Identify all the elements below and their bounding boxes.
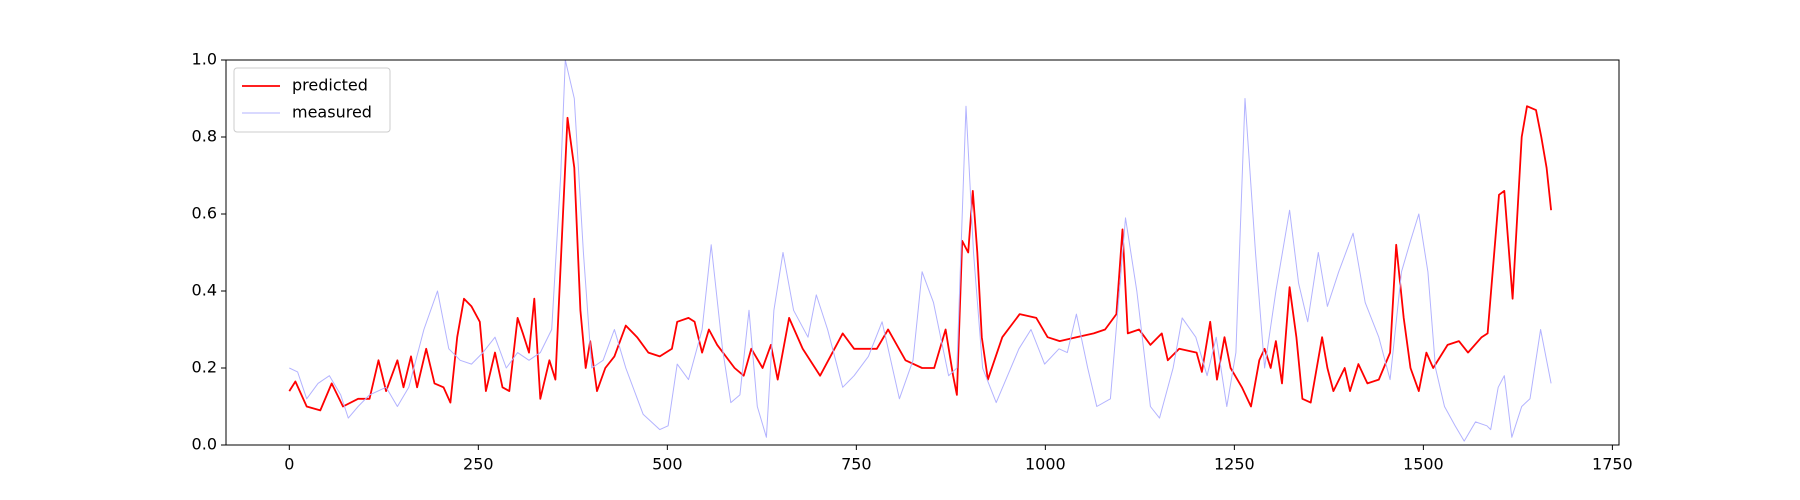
x-tick-label: 250 [463, 455, 494, 474]
y-tick-label: 0.2 [192, 358, 217, 377]
y-tick-label: 0.8 [192, 127, 217, 146]
series-line [288, 105, 1552, 412]
legend-label: measured [292, 103, 372, 122]
y-tick-label: 1.0 [192, 50, 217, 69]
x-tick-label: 0 [284, 455, 294, 474]
y-tick-label: 0.4 [192, 281, 217, 300]
x-tick-label: 1500 [1403, 455, 1444, 474]
series-line [289, 60, 1552, 442]
y-tick-label: 0.6 [192, 204, 217, 223]
x-tick-label: 1250 [1214, 455, 1255, 474]
x-tick-label: 750 [841, 455, 872, 474]
legend-label: predicted [292, 76, 368, 95]
legend-box [233, 67, 391, 133]
y-tick-label: 0.0 [192, 435, 217, 454]
x-tick-label: 500 [652, 455, 683, 474]
x-tick-label: 1750 [1592, 455, 1633, 474]
plot-frame [225, 59, 1620, 446]
x-tick-label: 1000 [1025, 455, 1066, 474]
